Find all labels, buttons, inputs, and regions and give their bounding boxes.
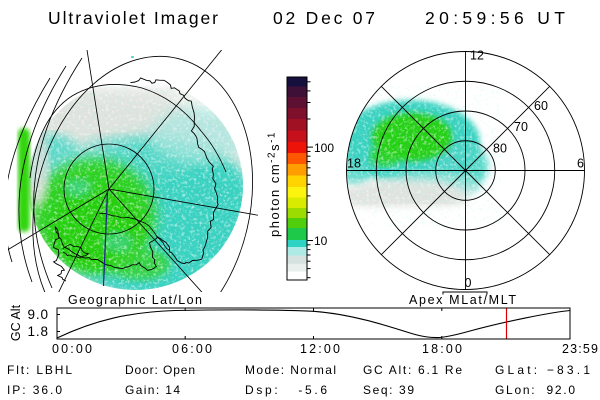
- svg-text:Mode: Normal: Mode: Normal: [245, 363, 336, 377]
- svg-text:06:00: 06:00: [172, 342, 212, 356]
- svg-text:20:59:56 UT: 20:59:56 UT: [425, 8, 565, 28]
- svg-text:GC Alt: 6.1 Re: GC Alt: 6.1 Re: [363, 363, 462, 377]
- svg-text:12:00: 12:00: [300, 342, 340, 356]
- svg-text:80: 80: [493, 142, 507, 156]
- svg-text:10: 10: [314, 234, 328, 248]
- svg-text:Gain: 14: Gain: 14: [125, 383, 180, 397]
- svg-text:Seq: 39: Seq: 39: [363, 383, 414, 397]
- svg-text:18:00: 18:00: [422, 342, 462, 356]
- svg-text:0: 0: [465, 276, 472, 290]
- svg-text:02 Dec 07: 02 Dec 07: [273, 8, 375, 28]
- svg-text:12: 12: [470, 49, 484, 63]
- svg-text:100: 100: [314, 141, 334, 155]
- svg-text:70: 70: [514, 120, 528, 134]
- svg-text:Dsp: -5.6: Dsp: -5.6: [245, 383, 327, 397]
- svg-text:9.0: 9.0: [28, 307, 49, 322]
- svg-text:GC Alt: GC Alt: [9, 304, 23, 341]
- svg-text:23:59: 23:59: [562, 342, 598, 356]
- svg-text:Geographic Lat/Lon: Geographic Lat/Lon: [68, 293, 202, 307]
- svg-text:Flt: LBHL: Flt: LBHL: [7, 363, 72, 377]
- svg-text:18: 18: [347, 157, 361, 171]
- svg-text:Door: Open: Door: Open: [125, 363, 195, 377]
- svg-text:60: 60: [534, 99, 548, 113]
- svg-text:6: 6: [577, 157, 584, 171]
- svg-text:00:00: 00:00: [52, 342, 92, 356]
- svg-text:Apex MLat/MLT: Apex MLat/MLT: [409, 293, 516, 307]
- svg-text:1.8: 1.8: [28, 324, 49, 339]
- svg-text:photon cm-2s-1: photon cm-2s-1: [267, 131, 283, 237]
- svg-text:GLat: −83.1: GLat: −83.1: [495, 363, 590, 377]
